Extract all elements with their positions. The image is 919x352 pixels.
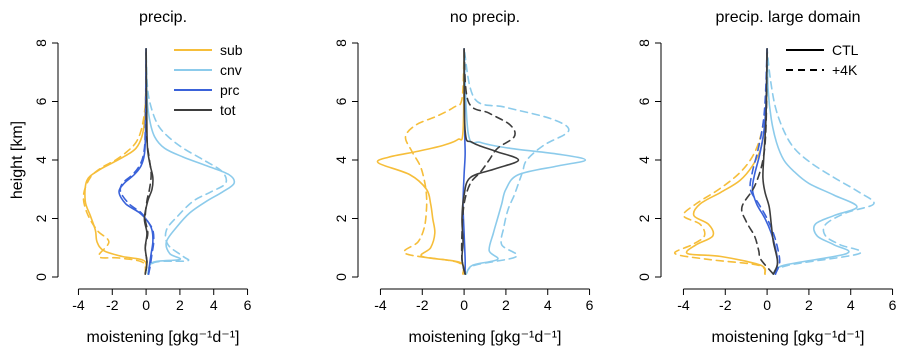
series-line-prc-plus4k — [749, 48, 781, 275]
series-line-sub-ctl — [376, 48, 465, 275]
x-tick-label: 2 — [176, 297, 184, 313]
y-tick-label: 0 — [33, 273, 49, 281]
series-line-cnv-plus4k — [766, 48, 875, 275]
x-tick-label: 4 — [847, 297, 855, 313]
y-axis-label: height [km] — [9, 121, 26, 199]
x-axis-label: moistening [gkg⁻¹d⁻¹] — [87, 329, 240, 346]
x-tick-label: -4 — [374, 297, 387, 313]
series-line-sub-plus4k — [674, 48, 768, 275]
series-line-sub-plus4k — [403, 48, 465, 275]
series-line-prc-plus4k — [119, 48, 155, 275]
x-tick-label: -2 — [106, 297, 119, 313]
legend-label: tot — [220, 102, 236, 118]
panel-title: precip. large domain — [716, 9, 861, 26]
y-tick-label: 0 — [333, 273, 349, 281]
x-tick-label: -2 — [719, 297, 732, 313]
y-tick-label: 8 — [333, 39, 349, 47]
legend-label: +4K — [832, 62, 858, 78]
y-tick-label: 6 — [636, 97, 652, 105]
x-axis-label: moistening [gkg⁻¹d⁻¹] — [409, 329, 562, 346]
series-line-cnv-ctl — [463, 48, 587, 275]
x-tick-label: 6 — [244, 297, 252, 313]
x-tick-label: 0 — [460, 297, 468, 313]
x-tick-label: 4 — [210, 297, 218, 313]
series-line-prc-ctl — [118, 48, 154, 275]
series-line-sub-ctl — [84, 48, 148, 275]
legend-label: prc — [220, 82, 239, 98]
y-tick-label: 6 — [33, 97, 49, 105]
y-tick-label: 8 — [33, 39, 49, 47]
y-tick-label: 0 — [636, 273, 652, 281]
series-line-cnv-ctl — [766, 48, 858, 275]
series-line-cnv-ctl — [145, 48, 236, 275]
x-tick-label: 4 — [544, 297, 552, 313]
series-line-tot-plus4k — [460, 48, 516, 275]
y-tick-label: 4 — [33, 156, 49, 164]
y-tick-label: 8 — [636, 39, 652, 47]
x-tick-label: -4 — [72, 297, 85, 313]
x-tick-label: 2 — [805, 297, 813, 313]
series-line-tot-plus4k — [740, 48, 775, 275]
x-tick-label: 0 — [142, 297, 150, 313]
x-tick-label: -4 — [677, 297, 690, 313]
x-tick-label: -2 — [416, 297, 429, 313]
series-line-tot-plus4k — [144, 48, 152, 275]
x-tick-label: 0 — [763, 297, 771, 313]
y-tick-label: 4 — [636, 156, 652, 164]
y-tick-label: 2 — [33, 214, 49, 222]
panel-title: no precip. — [450, 9, 520, 26]
panel-title: precip. — [139, 9, 187, 26]
x-tick-label: 6 — [586, 297, 594, 313]
series-line-sub-plus4k — [82, 48, 147, 275]
legend-label: sub — [220, 42, 243, 58]
y-tick-label: 6 — [333, 97, 349, 105]
series-line-tot-ctl — [762, 48, 779, 275]
y-tick-label: 2 — [333, 214, 349, 222]
series-line-tot-ctl — [461, 48, 520, 275]
legend-label: cnv — [220, 62, 242, 78]
y-tick-label: 2 — [636, 214, 652, 222]
x-tick-label: 6 — [889, 297, 897, 313]
x-tick-label: 2 — [502, 297, 510, 313]
y-tick-label: 4 — [333, 156, 349, 164]
series-line-cnv-plus4k — [145, 48, 228, 275]
series-line-cnv-plus4k — [463, 48, 570, 275]
x-axis-label: moistening [gkg⁻¹d⁻¹] — [712, 329, 865, 346]
legend-label: CTL — [832, 42, 859, 58]
